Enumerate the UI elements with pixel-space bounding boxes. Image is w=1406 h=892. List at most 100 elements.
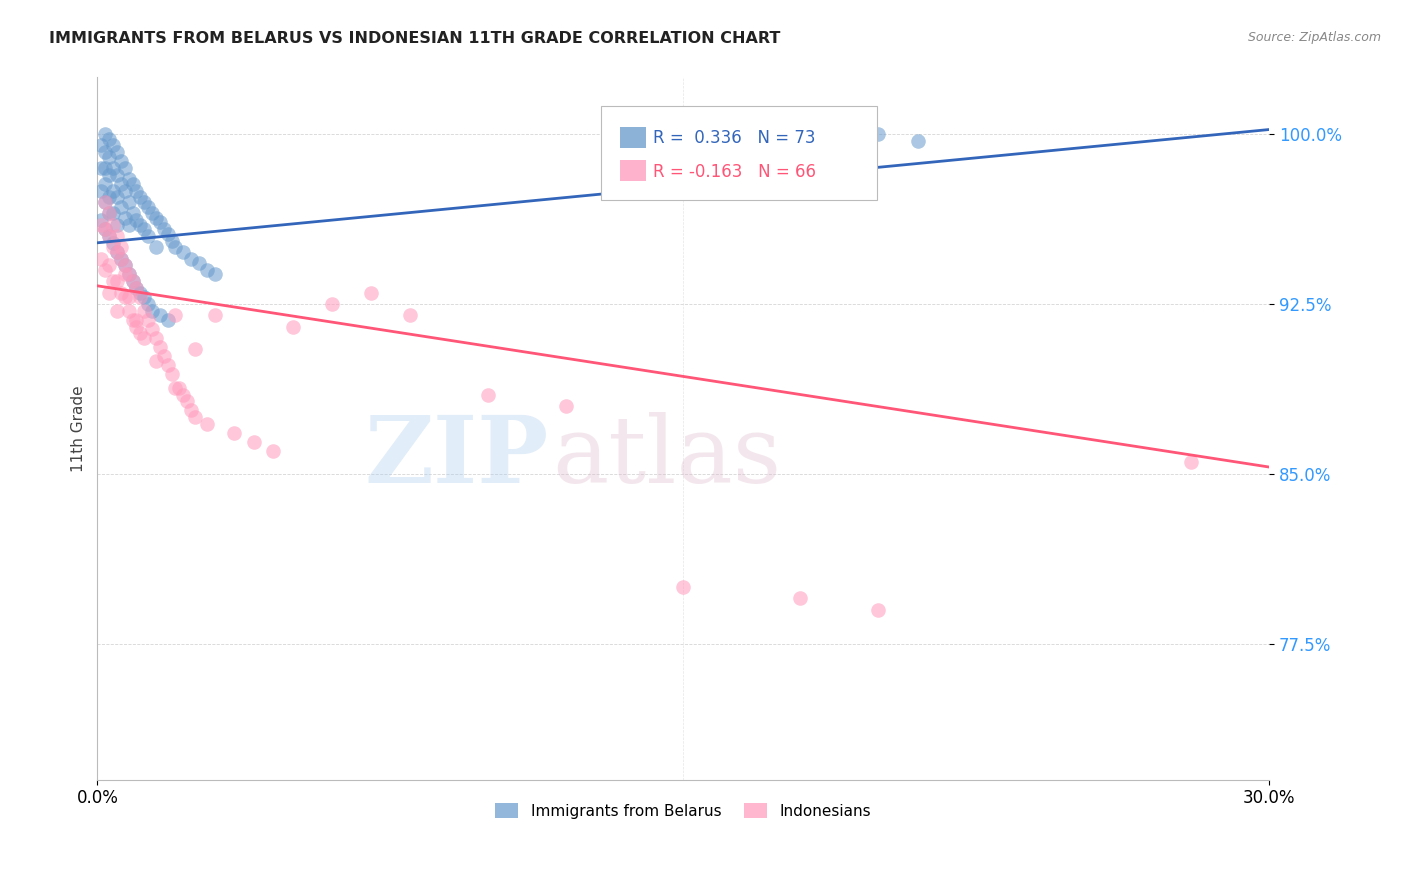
Point	[114, 211, 136, 225]
Point	[204, 268, 226, 282]
Point	[117, 290, 139, 304]
Point	[117, 303, 139, 318]
Point	[101, 138, 124, 153]
Point	[114, 259, 136, 273]
Point	[129, 285, 152, 300]
Point	[94, 127, 117, 141]
Point	[398, 308, 420, 322]
Point	[145, 240, 167, 254]
Point	[101, 206, 124, 220]
Point	[117, 268, 139, 282]
Point	[90, 184, 112, 198]
Point	[129, 326, 152, 341]
Point	[149, 215, 172, 229]
Text: IMMIGRANTS FROM BELARUS VS INDONESIAN 11TH GRADE CORRELATION CHART: IMMIGRANTS FROM BELARUS VS INDONESIAN 11…	[49, 31, 780, 46]
Point	[98, 229, 121, 244]
Point	[125, 319, 148, 334]
Point	[184, 410, 207, 425]
Point	[105, 190, 128, 204]
Point	[110, 252, 132, 266]
Point	[117, 268, 139, 282]
Point	[94, 263, 117, 277]
Point	[105, 244, 128, 259]
Point	[101, 184, 124, 198]
Point	[360, 285, 382, 300]
Text: atlas: atlas	[553, 411, 782, 501]
Point	[125, 281, 148, 295]
Point	[101, 218, 124, 232]
Text: R =  0.336   N = 73: R = 0.336 N = 73	[652, 128, 815, 147]
Point	[165, 240, 187, 254]
Point	[195, 417, 218, 431]
Point	[180, 403, 202, 417]
Point	[136, 297, 159, 311]
Point	[149, 308, 172, 322]
FancyBboxPatch shape	[602, 105, 876, 201]
Point	[110, 285, 132, 300]
Point	[789, 591, 811, 606]
Point	[129, 218, 152, 232]
Point	[101, 240, 124, 254]
Point	[156, 358, 179, 372]
Point	[105, 145, 128, 160]
Point	[110, 154, 132, 169]
Point	[165, 308, 187, 322]
Point	[180, 252, 202, 266]
Point	[165, 381, 187, 395]
Point	[110, 252, 132, 266]
Point	[711, 138, 734, 153]
Point	[110, 177, 132, 191]
Point	[281, 319, 304, 334]
Point	[121, 274, 143, 288]
Point	[262, 444, 284, 458]
Point	[90, 138, 112, 153]
Point	[187, 256, 209, 270]
Point	[114, 184, 136, 198]
Point	[121, 274, 143, 288]
Point	[114, 161, 136, 175]
Point	[98, 206, 121, 220]
Point	[134, 222, 156, 236]
FancyBboxPatch shape	[620, 161, 645, 181]
Point	[117, 218, 139, 232]
Point	[98, 168, 121, 182]
Point	[145, 331, 167, 345]
FancyBboxPatch shape	[620, 127, 645, 148]
Point	[1180, 455, 1202, 469]
Point	[907, 134, 929, 148]
Point	[105, 218, 128, 232]
Point	[105, 244, 128, 259]
Point	[145, 353, 167, 368]
Point	[98, 206, 121, 220]
Point	[121, 313, 143, 327]
Point	[134, 194, 156, 209]
Point	[94, 222, 117, 236]
Point	[204, 308, 226, 322]
Point	[141, 206, 163, 220]
Point	[110, 200, 132, 214]
Point	[105, 303, 128, 318]
Point	[184, 343, 207, 357]
Point	[94, 177, 117, 191]
Point	[90, 213, 112, 227]
Point	[121, 206, 143, 220]
Point	[242, 435, 264, 450]
Point	[136, 229, 159, 244]
Text: Source: ZipAtlas.com: Source: ZipAtlas.com	[1247, 31, 1381, 45]
Point	[125, 213, 148, 227]
Point	[114, 259, 136, 273]
Point	[868, 603, 890, 617]
Point	[195, 263, 218, 277]
Point	[176, 394, 198, 409]
Point	[125, 184, 148, 198]
Point	[169, 381, 191, 395]
Point	[868, 127, 890, 141]
Point	[105, 274, 128, 288]
Point	[136, 313, 159, 327]
Point	[98, 190, 121, 204]
Point	[156, 313, 179, 327]
Point	[321, 297, 343, 311]
Point	[98, 131, 121, 145]
Point	[117, 194, 139, 209]
Point	[129, 190, 152, 204]
